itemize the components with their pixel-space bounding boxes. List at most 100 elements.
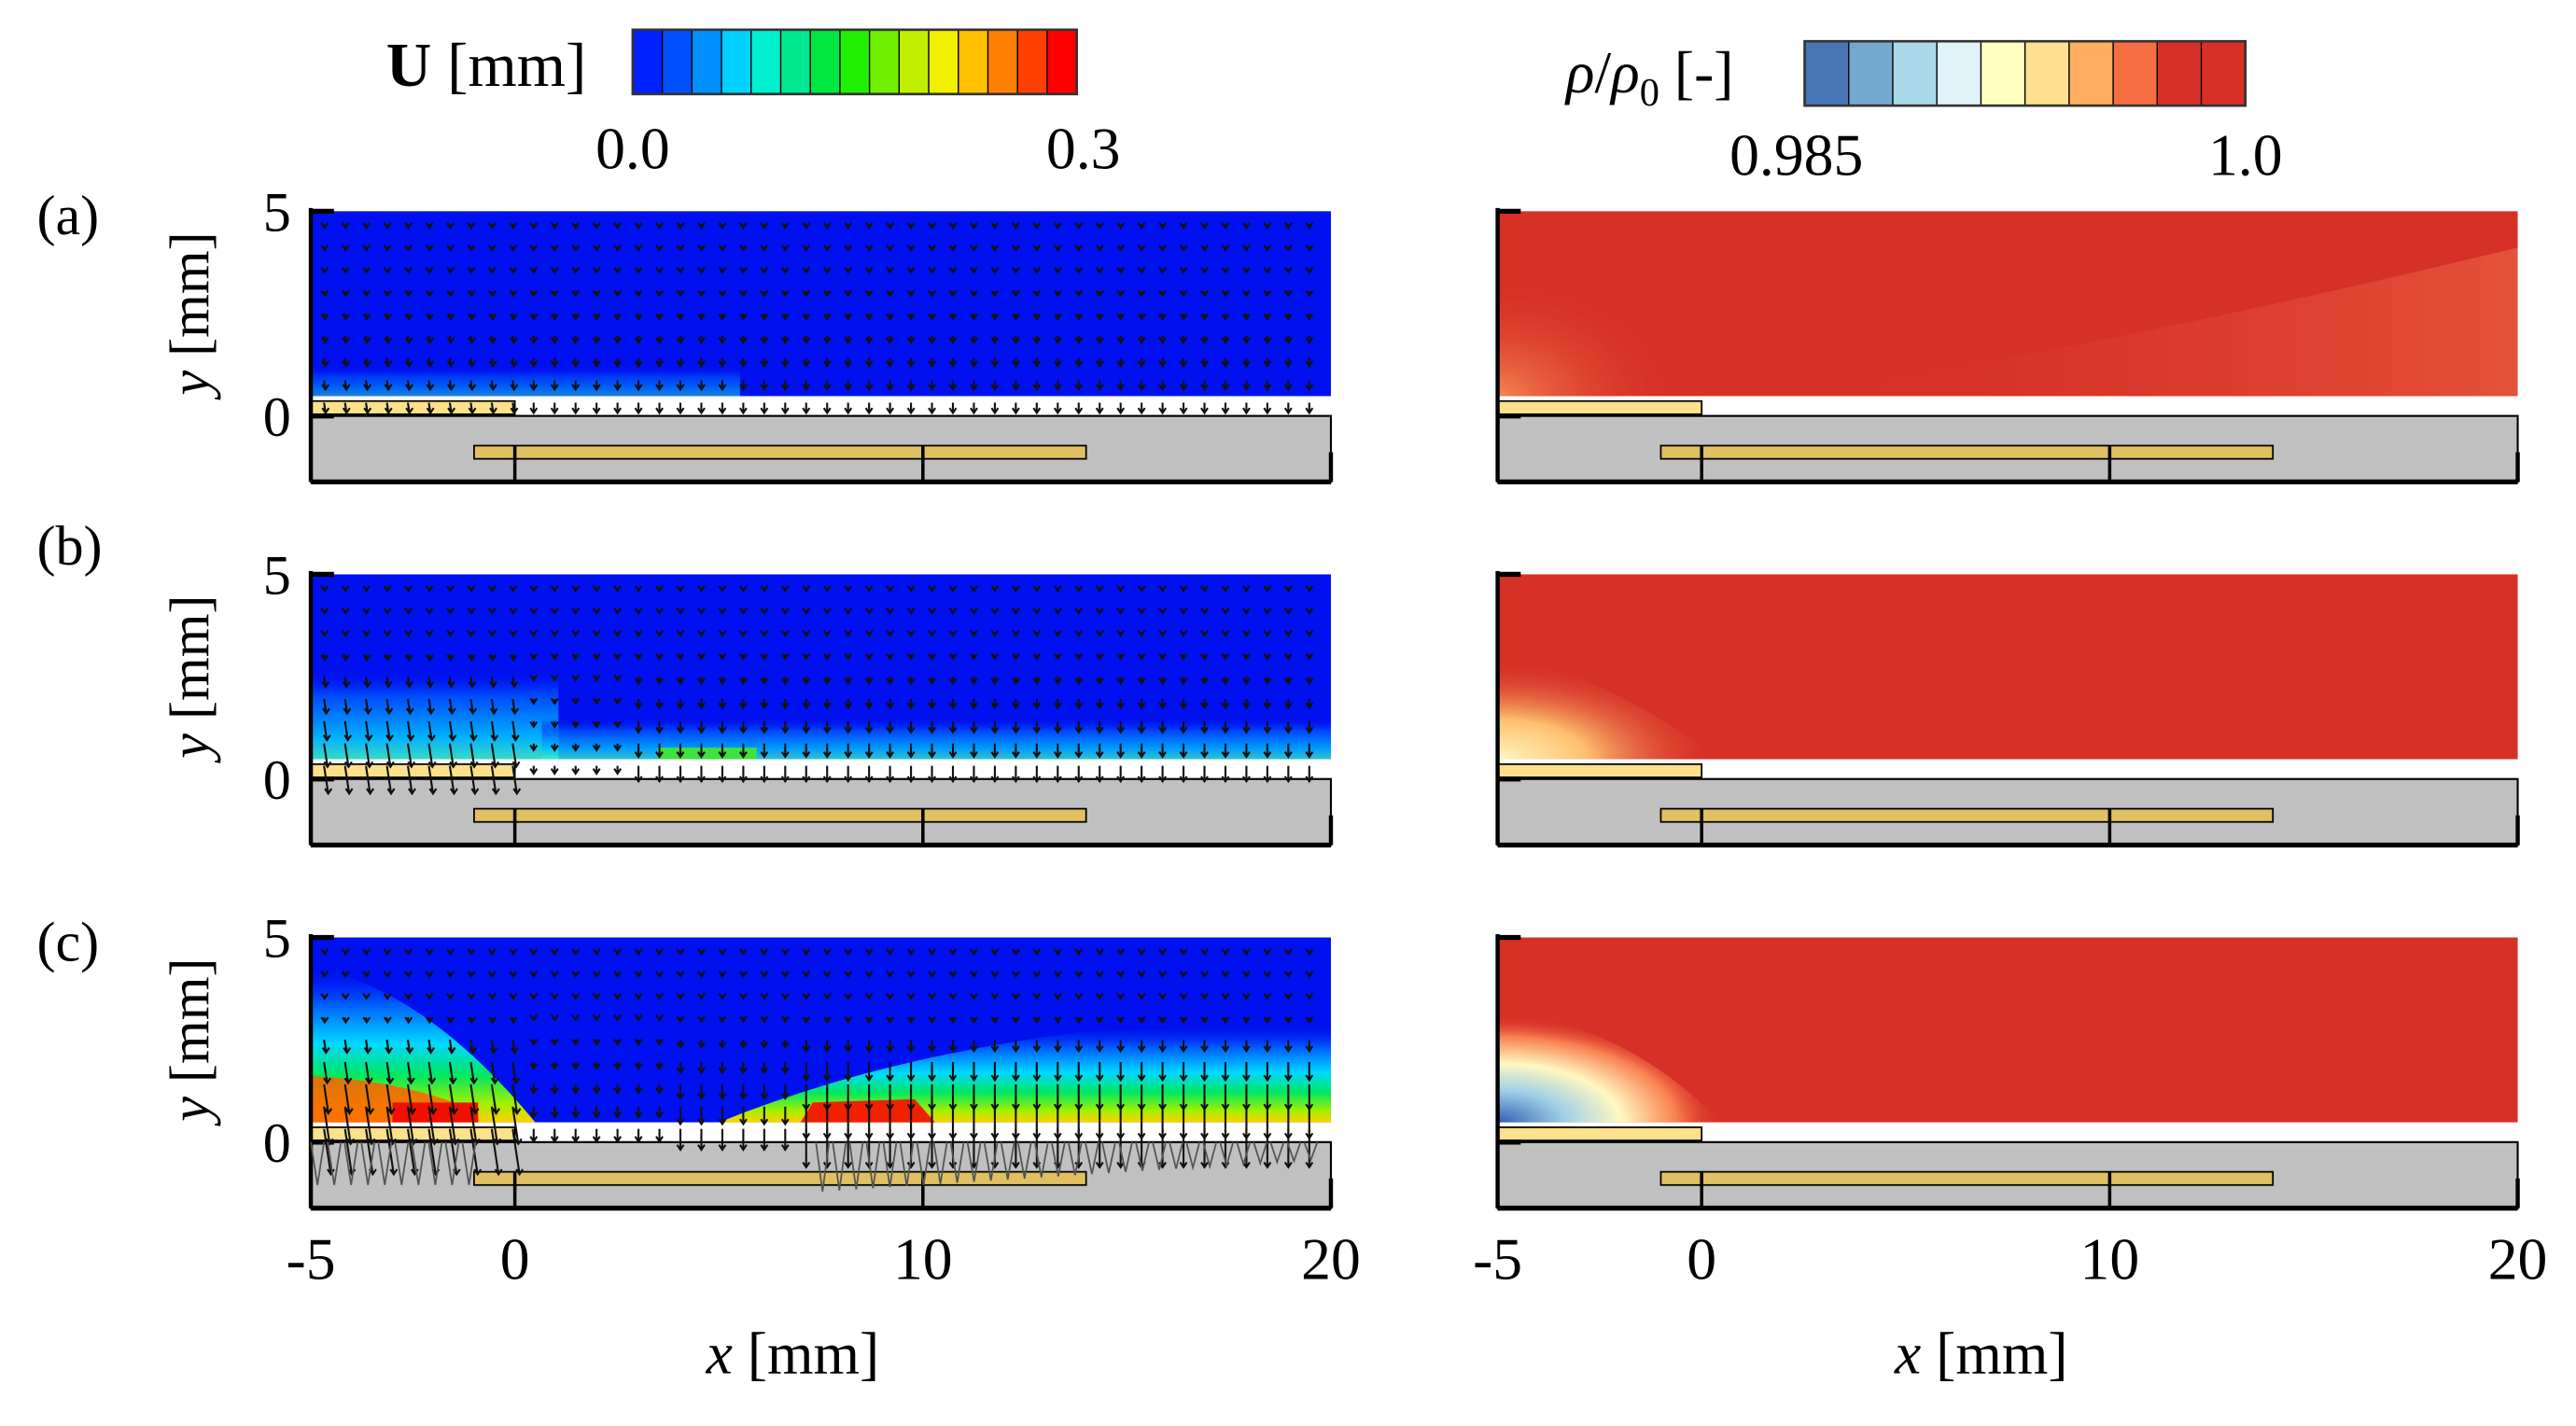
velocity-arrow (906, 720, 916, 734)
velocity-arrow (529, 993, 539, 1000)
velocity-arrow (676, 1128, 685, 1152)
velocity-arrow (1050, 1141, 1066, 1177)
velocity-arrow (571, 289, 581, 298)
velocity-arrow (1221, 245, 1230, 252)
velocity-arrow (886, 698, 895, 710)
velocity-arrow (1221, 720, 1230, 734)
velocity-arrow (822, 720, 832, 734)
velocity-arrow (802, 765, 811, 784)
velocity-arrow (1305, 629, 1314, 637)
velocity-arrow (550, 971, 559, 978)
velocity-arrow (1242, 948, 1251, 957)
velocity-arrow (1283, 993, 1293, 1000)
velocity-arrow (760, 653, 769, 661)
velocity-arrow (1032, 266, 1042, 274)
velocity-arrow (1305, 402, 1314, 415)
velocity-arrow (446, 222, 455, 230)
density-field-region (1497, 277, 1680, 397)
velocity-arrow (1305, 1128, 1314, 1169)
velocity-arrow (990, 698, 1000, 710)
velocity-arrow (928, 720, 936, 734)
velocity-arrow (1074, 677, 1084, 686)
velocity-arrow (738, 720, 748, 734)
velocity-arrow (676, 698, 685, 710)
velocity-arrow (1305, 971, 1314, 978)
colorbar-velocity-label: U [mm] (386, 30, 587, 100)
velocity-arrow (592, 948, 601, 957)
velocity-arrow (550, 697, 559, 706)
velocity-arrow (592, 222, 601, 230)
velocity-arrow (928, 743, 936, 759)
velocity-arrow (1011, 266, 1020, 274)
velocity-arrow (1074, 698, 1084, 710)
velocity-arrow (447, 676, 455, 689)
velocity-arrow (404, 266, 413, 274)
velocity-arrow (822, 629, 832, 637)
velocity-arrow (822, 653, 832, 661)
y-axis-label-c: y [mm] (159, 958, 221, 1127)
velocity-arrow (323, 1061, 331, 1085)
velocity-arrow (1200, 743, 1209, 759)
velocity-arrow (697, 1040, 706, 1049)
velocity-arrow (511, 765, 522, 796)
velocity-arrow (1032, 698, 1042, 710)
velocity-arrow (365, 1083, 375, 1115)
velocity-arrow (1116, 608, 1126, 615)
velocity-arrow (509, 948, 518, 957)
velocity-arrow (529, 402, 539, 415)
velocity-arrow (864, 608, 874, 615)
velocity-arrow (1221, 1062, 1230, 1083)
velocity-arrow (487, 585, 497, 594)
velocity-arrow (468, 402, 477, 415)
velocity-arrow (488, 335, 497, 344)
velocity-arrow (1074, 1016, 1084, 1025)
velocity-arrow (1116, 677, 1126, 686)
velocity-arrow (511, 698, 520, 716)
velocity-arrow (1263, 222, 1272, 230)
velocity-arrow (1305, 266, 1314, 274)
velocity-arrow (1053, 608, 1062, 615)
velocity-arrow (780, 653, 790, 661)
velocity-arrow (886, 402, 895, 415)
velocity-arrow (529, 335, 539, 344)
velocity-arrow (886, 993, 895, 1000)
velocity-arrow (634, 971, 643, 978)
velocity-arrow (489, 698, 498, 716)
velocity-arrow (697, 313, 706, 321)
velocity-arrow (488, 357, 497, 369)
velocity-arrow (1053, 993, 1062, 1000)
velocity-arrow (1179, 222, 1188, 230)
velocity-arrow (738, 653, 748, 661)
velocity-arrow (1074, 1040, 1084, 1054)
velocity-arrow (1053, 677, 1062, 686)
velocity-arrow (613, 402, 623, 415)
velocity-arrow (341, 245, 350, 252)
velocity-arrow (990, 266, 1000, 274)
velocity-arrow (1158, 993, 1168, 1000)
colorbar-velocity-swatch (839, 29, 871, 95)
velocity-arrow (529, 266, 539, 274)
velocity-arrow (697, 1106, 706, 1126)
velocity-arrow (511, 720, 520, 742)
velocity-arrow (1283, 765, 1293, 784)
velocity-arrow (487, 971, 497, 978)
velocity-arrow (1236, 1141, 1252, 1167)
velocity-arrow (1305, 653, 1314, 661)
velocity-arrow (1116, 765, 1126, 784)
velocity-arrow (321, 402, 330, 415)
velocity-arrow (1263, 948, 1272, 957)
velocity-arrow (406, 765, 416, 796)
colorbar-density-swatches (1803, 39, 2247, 107)
velocity-arrow (425, 993, 434, 1000)
velocity-arrow (844, 653, 853, 661)
velocity-arrow (655, 1128, 664, 1143)
velocity-arrow (342, 357, 351, 369)
velocity-arrow (613, 1083, 623, 1095)
velocity-arrow (406, 1083, 417, 1115)
velocity-arrow (634, 1038, 643, 1046)
velocity-arrow (760, 698, 769, 710)
velocity-arrow (1116, 993, 1126, 1000)
velocity-arrow (425, 313, 434, 321)
velocity-arrow (1011, 720, 1020, 734)
velocity-arrow (1242, 993, 1251, 1000)
